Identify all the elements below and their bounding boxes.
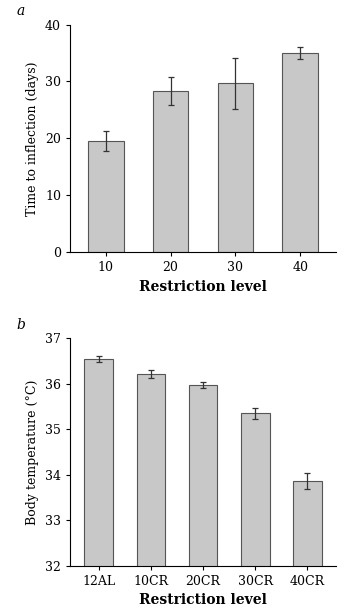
- Bar: [293, 481, 322, 615]
- Y-axis label: Body temperature (°C): Body temperature (°C): [26, 379, 40, 525]
- Bar: [282, 53, 318, 252]
- Bar: [218, 83, 253, 252]
- Bar: [88, 141, 124, 252]
- Text: a: a: [17, 4, 25, 18]
- Bar: [153, 91, 188, 252]
- X-axis label: Restriction level: Restriction level: [139, 280, 267, 293]
- Bar: [84, 359, 113, 615]
- Text: b: b: [17, 317, 26, 331]
- Bar: [136, 374, 165, 615]
- X-axis label: Restriction level: Restriction level: [139, 593, 267, 608]
- Y-axis label: Time to inflection (days): Time to inflection (days): [26, 61, 40, 215]
- Bar: [241, 413, 270, 615]
- Bar: [189, 385, 217, 615]
